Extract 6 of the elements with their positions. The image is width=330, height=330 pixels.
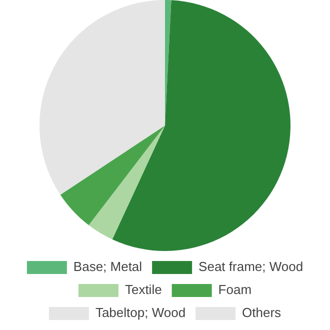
legend-label: Base; Metal bbox=[73, 259, 142, 274]
legend-label: Seat frame; Wood bbox=[198, 259, 304, 274]
legend-label: Others bbox=[242, 305, 282, 320]
legend-label: Textile bbox=[124, 282, 162, 298]
legend-label: Tabeltop; Wood bbox=[95, 305, 186, 320]
legend-label: Foam bbox=[218, 282, 252, 298]
